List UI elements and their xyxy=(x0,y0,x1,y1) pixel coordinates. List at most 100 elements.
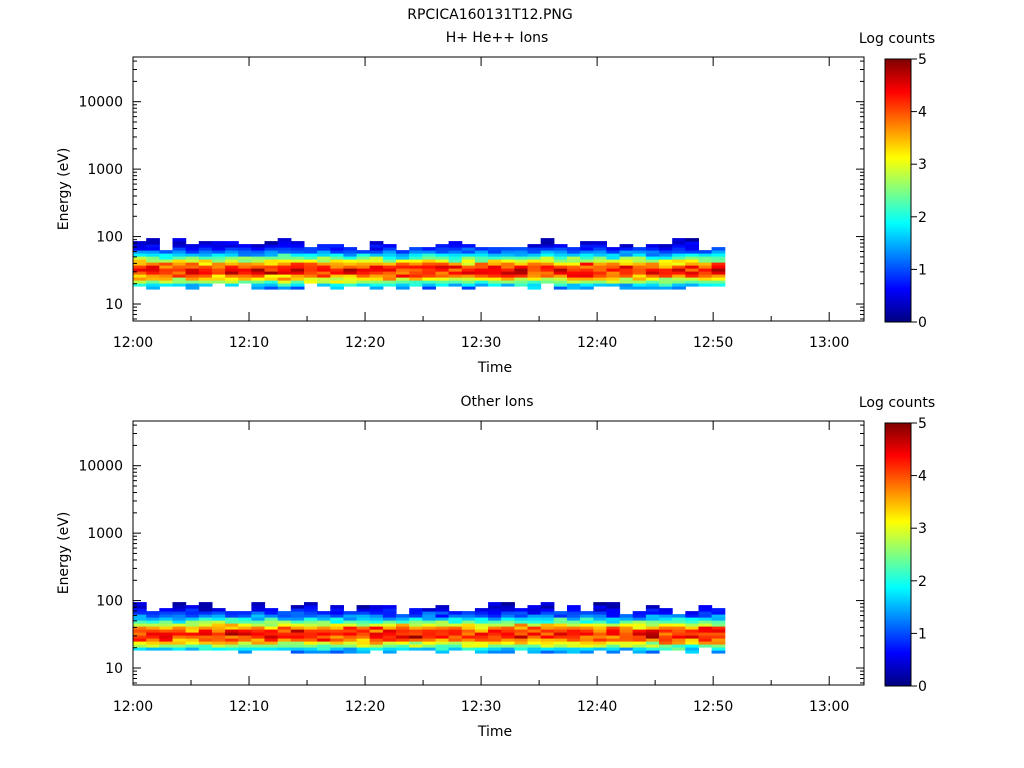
spectrogram-cell xyxy=(527,620,542,624)
spectrogram-cell xyxy=(317,271,331,275)
spectrogram-cell xyxy=(435,641,450,645)
spectrogram-cell xyxy=(146,262,160,266)
spectrogram-cell xyxy=(659,638,673,642)
spectrogram-cell xyxy=(514,638,529,642)
spectrogram-cell xyxy=(172,283,187,287)
spectrogram-cell xyxy=(172,611,187,615)
spectrogram-cell xyxy=(172,262,187,266)
spectrogram-cell xyxy=(146,623,160,627)
spectrogram-cell xyxy=(619,638,634,642)
spectrogram-cell xyxy=(580,286,594,290)
spectrogram-cell xyxy=(435,629,450,633)
spectrogram-cell xyxy=(396,262,410,266)
spectrogram-cell xyxy=(409,635,423,639)
spectrogram-cell xyxy=(527,647,542,651)
spectrogram-cell xyxy=(553,620,568,624)
spectrogram-cell xyxy=(159,283,173,287)
colorbar-tick-label: 5 xyxy=(918,52,927,68)
spectrogram-cell xyxy=(435,244,450,248)
spectrogram-cell xyxy=(501,620,515,624)
spectrogram-cell xyxy=(422,280,436,284)
spectrogram-cell xyxy=(146,635,160,639)
spectrogram-cell xyxy=(251,274,266,278)
spectrogram-cell xyxy=(330,644,344,648)
spectrogram-cell xyxy=(619,614,634,618)
spectrogram-cell xyxy=(672,626,686,630)
spectrogram-cell xyxy=(619,262,634,266)
spectrogram-cell xyxy=(619,256,634,260)
spectrogram-cell xyxy=(567,271,581,275)
spectrogram-cell xyxy=(698,268,713,272)
spectrogram-cell xyxy=(422,268,436,272)
spectrogram-cell xyxy=(409,259,423,263)
y-tick-label: 1000 xyxy=(87,526,123,542)
spectrogram-cell xyxy=(435,650,450,654)
spectrogram-cell xyxy=(672,247,686,251)
spectrogram-cell xyxy=(659,277,673,281)
spectrogram-cell xyxy=(343,247,358,251)
spectrogram-cell xyxy=(211,241,226,245)
spectrogram-cell xyxy=(225,280,239,284)
spectrogram-cell xyxy=(133,644,147,648)
spectrogram-cell xyxy=(488,647,502,651)
spectrogram-cell xyxy=(133,241,147,245)
spectrogram-cell xyxy=(567,629,581,633)
spectrogram-cell xyxy=(225,617,239,621)
spectrogram-cell xyxy=(277,277,292,281)
spectrogram-cell xyxy=(567,262,581,266)
spectrogram-cell xyxy=(211,614,226,618)
spectrogram-cell xyxy=(422,638,436,642)
spectrogram-cell xyxy=(645,608,660,612)
spectrogram-cell xyxy=(251,647,266,651)
spectrogram-cell xyxy=(461,244,476,248)
spectrogram-cell xyxy=(711,617,726,621)
spectrogram-cell xyxy=(330,617,344,621)
spectrogram-cell xyxy=(593,283,607,287)
spectrogram-cell xyxy=(369,256,384,260)
spectrogram-cell xyxy=(238,268,252,272)
spectrogram-cell xyxy=(632,262,647,266)
spectrogram-cell xyxy=(251,623,266,627)
spectrogram-cell xyxy=(198,277,213,281)
spectrogram-cell xyxy=(290,265,305,269)
spectrogram-cell xyxy=(211,620,226,624)
spectrogram-cell xyxy=(304,274,318,278)
spectrogram-cell xyxy=(330,274,344,278)
spectrogram-cell xyxy=(527,605,542,609)
spectrogram-cell xyxy=(343,250,358,254)
spectrogram-cell xyxy=(580,635,594,639)
spectrogram-cell xyxy=(133,244,147,248)
spectrogram-cell xyxy=(146,283,160,287)
x-axis-label: Time xyxy=(477,360,512,376)
spectrogram-cell xyxy=(172,247,187,251)
spectrogram-cell xyxy=(251,635,266,639)
spectrogram-cell xyxy=(632,644,647,648)
spectrogram-cell xyxy=(304,650,318,654)
spectrogram-cell xyxy=(553,271,568,275)
spectrogram-cell xyxy=(251,247,266,251)
spectrogram-cell xyxy=(238,280,252,284)
spectrogram-cell xyxy=(159,611,173,615)
spectrogram-cell xyxy=(422,647,436,651)
spectrogram-cell xyxy=(514,280,529,284)
spectrogram-cell xyxy=(659,629,673,633)
spectrogram-cell xyxy=(448,647,463,651)
spectrogram-cell xyxy=(198,268,213,272)
spectrogram-cell xyxy=(514,632,529,636)
spectrogram-cell xyxy=(172,644,187,648)
spectrogram-cell xyxy=(527,623,542,627)
spectrogram-cell xyxy=(659,635,673,639)
spectrogram-cell xyxy=(606,605,621,609)
spectrogram-cell xyxy=(146,265,160,269)
spectrogram-cell xyxy=(146,617,160,621)
spectrogram-cell xyxy=(685,274,699,278)
spectrogram-cell xyxy=(382,277,397,281)
spectrogram-cell xyxy=(343,620,358,624)
spectrogram-cell xyxy=(659,253,673,257)
spectrogram-cell xyxy=(172,271,187,275)
spectrogram-cell xyxy=(567,247,581,251)
spectrogram-cell xyxy=(369,265,384,269)
spectrogram-cell xyxy=(606,271,621,275)
spectrogram-cell xyxy=(685,644,699,648)
spectrogram-cell xyxy=(711,650,726,654)
